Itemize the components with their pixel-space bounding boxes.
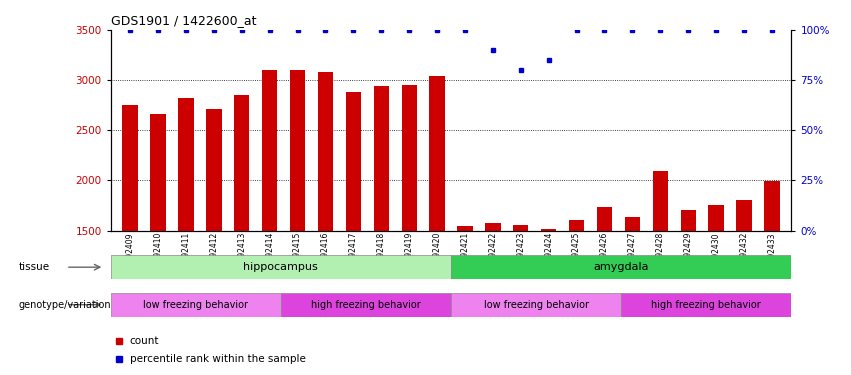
Bar: [457, 226, 472, 231]
Bar: [317, 72, 333, 231]
Text: low freezing behavior: low freezing behavior: [143, 300, 248, 310]
Bar: [736, 200, 751, 231]
Bar: [764, 182, 780, 231]
Text: count: count: [129, 336, 159, 345]
Bar: [430, 76, 445, 231]
Bar: [708, 204, 723, 231]
Bar: [179, 98, 194, 231]
Bar: [451, 255, 791, 279]
Bar: [569, 220, 585, 231]
Text: percentile rank within the sample: percentile rank within the sample: [129, 354, 306, 364]
Bar: [625, 217, 640, 231]
Text: high freezing behavior: high freezing behavior: [311, 300, 420, 310]
Bar: [541, 229, 557, 231]
Bar: [597, 207, 612, 231]
Bar: [402, 85, 417, 231]
Text: high freezing behavior: high freezing behavior: [652, 300, 761, 310]
Bar: [234, 95, 249, 231]
Bar: [485, 223, 500, 231]
Bar: [281, 292, 451, 317]
Bar: [346, 92, 361, 231]
Bar: [262, 70, 277, 231]
Bar: [111, 292, 281, 317]
Bar: [206, 109, 221, 231]
Text: GDS1901 / 1422600_at: GDS1901 / 1422600_at: [111, 15, 256, 27]
Bar: [513, 225, 528, 231]
Text: genotype/variation: genotype/variation: [19, 300, 111, 310]
Bar: [621, 292, 791, 317]
Bar: [653, 171, 668, 231]
Text: tissue: tissue: [19, 262, 50, 272]
Text: amygdala: amygdala: [593, 262, 649, 272]
Bar: [374, 86, 389, 231]
Text: low freezing behavior: low freezing behavior: [483, 300, 589, 310]
Bar: [290, 70, 306, 231]
Bar: [151, 114, 166, 231]
Text: hippocampus: hippocampus: [243, 262, 318, 272]
Bar: [451, 292, 621, 317]
Bar: [123, 105, 138, 231]
Bar: [111, 255, 451, 279]
Bar: [681, 210, 696, 231]
